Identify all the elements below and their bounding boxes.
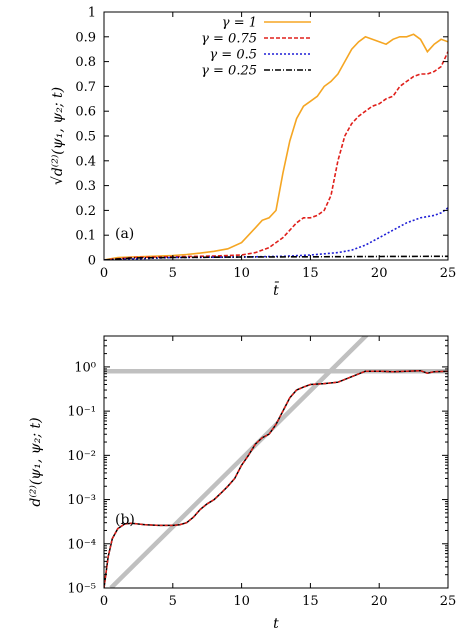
chart-panel-a: 0 5 10 15 20 25 0 0.1 0.2 0.3 0.4 0.5 0.6 0.7 0.8 0.9 1 t… bbox=[50, 6, 456, 300]
x-tick-label: 25 bbox=[440, 266, 457, 281]
y-tick-label: 10⁻⁴ bbox=[67, 537, 96, 552]
x-tick-label: 20 bbox=[371, 266, 388, 281]
series-line-1 bbox=[104, 369, 448, 588]
plot-frame bbox=[103, 335, 449, 589]
y-axis-label: √d⁽²⁾(ψ₁, ψ₂; t) bbox=[50, 87, 66, 185]
y-tick-label: 0.2 bbox=[75, 204, 96, 219]
y-tick-label: 10⁻¹ bbox=[67, 405, 96, 420]
x-tick-label: 20 bbox=[371, 594, 388, 609]
y-axis-label: d⁽²⁾(ψ₁, ψ₂; t) bbox=[28, 417, 44, 506]
series-line-3 bbox=[104, 207, 448, 260]
y-tick-label: 0.5 bbox=[75, 130, 96, 145]
x-tick-label: 0 bbox=[100, 266, 108, 281]
y-tick-label: 0 bbox=[88, 254, 96, 269]
x-tick-label: 15 bbox=[302, 594, 319, 609]
x-tick-label: 15 bbox=[302, 266, 319, 281]
legend-label: γ = 0.75 bbox=[201, 32, 257, 47]
y-tick-label: 0.4 bbox=[75, 154, 96, 169]
y-tick-label: 0.9 bbox=[75, 30, 96, 45]
y-tick-label: 10⁻⁵ bbox=[67, 582, 96, 597]
chart-panel-b: 0 5 10 15 20 25 10⁻⁵ 10⁻⁴ 10⁻³ 10⁻² 10⁻¹ 10⁰ t d⁽²⁾(ψ… bbox=[28, 335, 457, 632]
y-tick-label: 0.1 bbox=[75, 229, 96, 244]
x-tick-label: 10 bbox=[233, 594, 250, 609]
series-line-2 bbox=[104, 369, 448, 588]
series-line-1 bbox=[104, 33, 448, 260]
y-tick-label: 10⁰ bbox=[74, 360, 96, 375]
y-tick-label: 0.8 bbox=[75, 55, 96, 70]
y-tick-label: 1 bbox=[88, 6, 96, 21]
y-tick-label: 10⁻² bbox=[67, 449, 96, 464]
series-line-2 bbox=[104, 51, 448, 260]
x-tick-label: 10 bbox=[233, 266, 250, 281]
y-tick-label: 0.7 bbox=[75, 80, 96, 95]
legend-label: γ = 0.25 bbox=[201, 64, 257, 79]
x-tick-label: 5 bbox=[169, 266, 177, 281]
y-tick-label: 10⁻³ bbox=[67, 493, 96, 508]
panel-label-a: (a) bbox=[115, 226, 134, 242]
plot-frame bbox=[103, 11, 449, 261]
panel-label-b: (b) bbox=[115, 512, 135, 528]
x-axis-label: t bbox=[273, 616, 279, 632]
legend-label: γ = 0.5 bbox=[209, 48, 257, 63]
x-tick-label: 25 bbox=[440, 594, 457, 609]
reference-line-exponential bbox=[109, 336, 369, 588]
y-tick-label: 0.3 bbox=[75, 179, 96, 194]
legend-label: γ = 1 bbox=[222, 16, 257, 31]
x-tick-label: 0 bbox=[100, 594, 108, 609]
x-axis-label: t̄ bbox=[273, 281, 280, 299]
x-tick-label: 5 bbox=[169, 594, 177, 609]
y-tick-label: 0.6 bbox=[75, 105, 96, 120]
